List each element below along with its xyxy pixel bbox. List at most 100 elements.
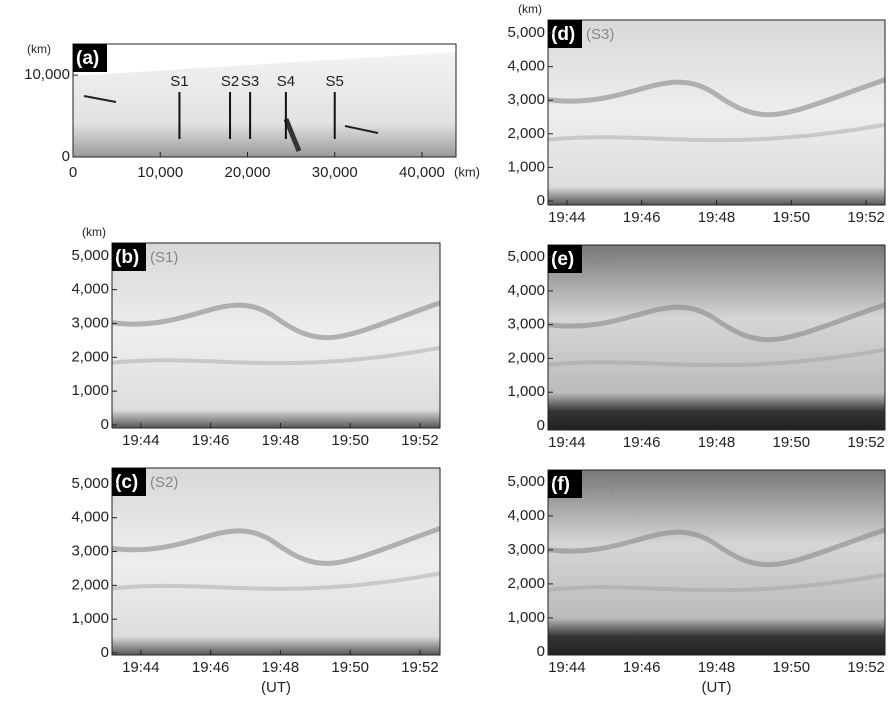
y-tick-label: 2,000 <box>507 575 545 592</box>
image-panel <box>548 20 885 205</box>
wave-structure <box>547 527 886 568</box>
wave-structure <box>111 526 441 566</box>
y-tick-label: 0 <box>101 416 109 433</box>
y-tick-label: 5,000 <box>71 247 109 264</box>
x-tick-label: 19:52 <box>401 659 439 676</box>
x-tick-label: 19:46 <box>623 434 661 451</box>
y-tick-label: 5,000 <box>507 248 545 265</box>
x-axis-label: (UT) <box>702 679 732 696</box>
x-tick-label: 19:44 <box>122 659 160 676</box>
y-tick-label: 3,000 <box>507 316 545 333</box>
y-tick-label: 1,000 <box>507 609 545 626</box>
x-tick-label: 30,000 <box>312 164 358 181</box>
arrow <box>83 95 117 103</box>
wave-structure <box>547 122 886 143</box>
x-tick-label: 19:44 <box>548 659 586 676</box>
panel-subtitle: (S3) <box>586 26 614 43</box>
x-tick-label: 19:48 <box>698 434 736 451</box>
y-tick-label: 1,000 <box>71 382 109 399</box>
y-tick-label: 4,000 <box>71 509 109 526</box>
station-label: S2 <box>221 73 239 90</box>
image-panel <box>548 470 885 655</box>
x-tick-label: 19:44 <box>548 209 586 226</box>
panel-subtitle: (S4) <box>586 251 614 268</box>
panel-label-bg <box>548 245 582 273</box>
arrow <box>344 125 379 134</box>
x-tick-label: 19:50 <box>331 432 369 449</box>
y-tick-label: 2,000 <box>507 125 545 142</box>
panel-subtitle: (S2) <box>150 474 178 491</box>
x-tick-label: 19:46 <box>192 659 230 676</box>
x-tick-label: 19:50 <box>773 209 811 226</box>
y-tick-label: 1,000 <box>507 158 545 175</box>
x-tick-label: 19:50 <box>773 659 811 676</box>
station-label: S3 <box>241 73 259 90</box>
image-panel <box>112 468 440 655</box>
panel-label-bg <box>112 243 146 271</box>
x-tick-label: 19:44 <box>122 432 160 449</box>
y-tick-label: 3,000 <box>71 314 109 331</box>
y-tick-label: 3,000 <box>507 541 545 558</box>
image-panel <box>548 245 885 430</box>
x-tick-label: 19:46 <box>623 209 661 226</box>
y-tick-label: 4,000 <box>507 58 545 75</box>
panel-subtitle: (S1) <box>150 249 178 266</box>
x-tick-label: 19:52 <box>401 432 439 449</box>
y-tick-label: 0 <box>101 644 109 661</box>
y-tick-label: 0 <box>537 417 545 434</box>
y-tick-label: 1,000 <box>507 383 545 400</box>
y-tick-label: 0 <box>537 643 545 660</box>
y-tick-label: 2,000 <box>71 576 109 593</box>
wave-structure <box>111 345 441 366</box>
x-tick-label: 19:52 <box>847 434 885 451</box>
y-tick-label: 1,000 <box>71 610 109 627</box>
y-tick-label: 4,000 <box>71 281 109 298</box>
y-tick-label: 3,000 <box>71 542 109 559</box>
y-tick-label: 2,000 <box>71 348 109 365</box>
x-tick-label: 19:52 <box>847 659 885 676</box>
panel-label: (c) <box>115 472 138 493</box>
wave-structure <box>111 300 441 341</box>
wave-structure <box>547 77 886 118</box>
panel-label-bg <box>112 468 146 496</box>
x-tick-label: 19:48 <box>698 209 736 226</box>
y-tick-label: 5,000 <box>71 475 109 492</box>
panel-label: (b) <box>115 247 139 268</box>
station-label: S4 <box>277 73 295 90</box>
wave-structure <box>111 571 441 591</box>
wave-structure <box>547 302 886 343</box>
y-axis-label: (km) <box>518 2 542 16</box>
y-axis-label: (km) <box>82 225 106 239</box>
x-axis-label: (UT) <box>261 679 291 696</box>
y-tick-label: 3,000 <box>507 91 545 108</box>
x-tick-label: 20,000 <box>225 164 271 181</box>
x-tick-label: 19:48 <box>262 659 300 676</box>
x-tick-label: 19:48 <box>698 659 736 676</box>
y-tick-label: 4,000 <box>507 282 545 299</box>
panel-subtitle: (S5) <box>586 476 614 493</box>
y-tick-label: 0 <box>62 148 70 165</box>
dark-feature <box>283 118 302 152</box>
panel-label-bg <box>548 470 582 498</box>
y-tick-label: 2,000 <box>507 349 545 366</box>
panel-label: (d) <box>551 24 575 45</box>
blank-region <box>73 44 456 76</box>
x-tick-label: 0 <box>69 164 77 181</box>
y-tick-label: 4,000 <box>507 507 545 524</box>
y-tick-label: 5,000 <box>507 473 545 490</box>
wave-structure <box>547 347 886 368</box>
panel-frame <box>72 43 457 158</box>
x-tick-label: 19:46 <box>192 432 230 449</box>
panel-label: (a) <box>76 48 99 69</box>
x-tick-label: 40,000 <box>399 164 445 181</box>
panel-label-bg <box>73 44 107 72</box>
x-tick-label: 10,000 <box>137 164 183 181</box>
y-tick-label: 0 <box>537 192 545 209</box>
wave-structure <box>547 572 886 593</box>
image-panel <box>112 243 440 428</box>
x-tick-label: 19:50 <box>331 659 369 676</box>
y-tick-label: 10,000 <box>24 66 70 83</box>
y-axis-label: (km) <box>27 42 51 56</box>
panel-frame <box>111 467 441 656</box>
panel-label: (f) <box>551 474 570 495</box>
